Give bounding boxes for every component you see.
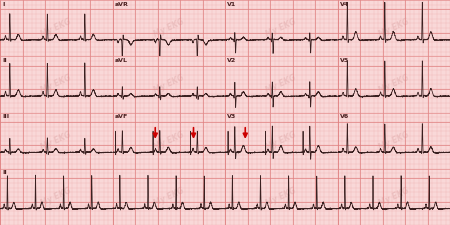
Text: My EKG: My EKG	[40, 130, 73, 152]
Text: aVF: aVF	[115, 114, 128, 119]
Text: V5: V5	[340, 58, 349, 63]
Text: My EKG: My EKG	[265, 130, 298, 152]
Text: V1: V1	[227, 2, 237, 7]
Text: My EKG: My EKG	[152, 130, 185, 152]
Text: My EKG: My EKG	[265, 17, 298, 39]
Text: V4: V4	[340, 2, 349, 7]
Text: aVR: aVR	[115, 2, 129, 7]
Text: My EKG: My EKG	[265, 186, 298, 208]
Text: My EKG: My EKG	[40, 73, 73, 95]
Text: My EKG: My EKG	[377, 17, 410, 39]
Text: aVL: aVL	[115, 58, 128, 63]
Text: II: II	[2, 58, 7, 63]
Text: V2: V2	[227, 58, 237, 63]
Text: II: II	[2, 171, 7, 176]
Text: My EKG: My EKG	[152, 186, 185, 208]
Text: My EKG: My EKG	[152, 17, 185, 39]
Text: III: III	[2, 114, 9, 119]
Text: V3: V3	[227, 114, 237, 119]
Text: V6: V6	[340, 114, 349, 119]
Text: I: I	[2, 2, 4, 7]
Text: My EKG: My EKG	[377, 186, 410, 208]
Text: My EKG: My EKG	[40, 17, 73, 39]
Text: My EKG: My EKG	[377, 130, 410, 152]
Text: My EKG: My EKG	[40, 186, 73, 208]
Text: My EKG: My EKG	[265, 73, 298, 95]
Text: My EKG: My EKG	[152, 73, 185, 95]
Text: My EKG: My EKG	[377, 73, 410, 95]
